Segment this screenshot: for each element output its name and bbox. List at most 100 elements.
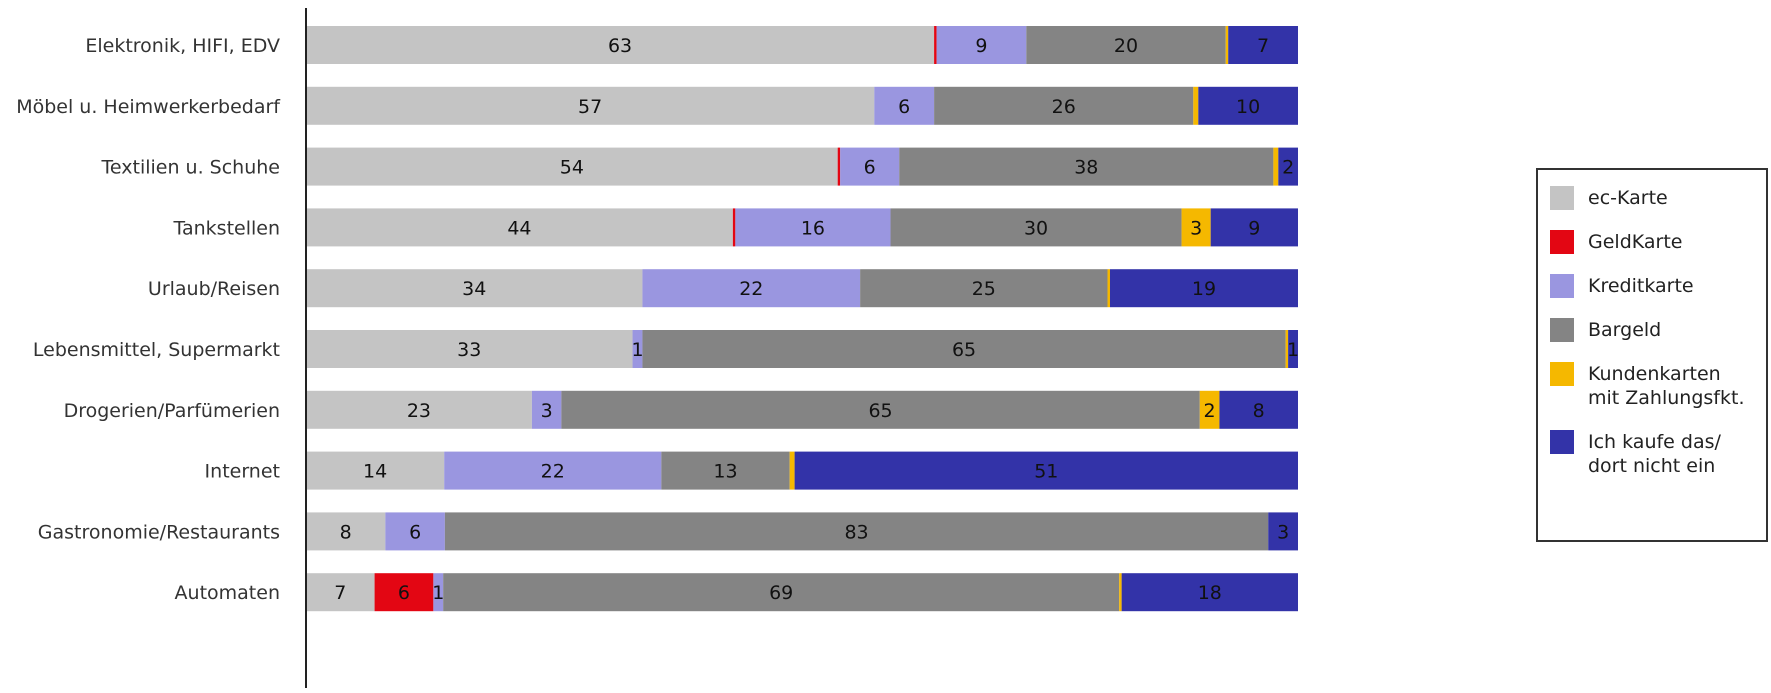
data-label: 63 — [608, 35, 632, 57]
data-label: 65 — [868, 400, 892, 422]
legend-item: Kundenkarten mit Zahlungsfkt. — [1550, 362, 1744, 410]
bar-segment — [1273, 147, 1279, 186]
data-label: 19 — [1192, 278, 1216, 300]
category-label: Internet — [205, 461, 280, 483]
data-label: 83 — [844, 521, 868, 543]
bar-segment — [443, 573, 1120, 612]
legend-swatch-icon — [1550, 274, 1574, 298]
data-label: 3 — [1190, 217, 1202, 239]
legend-label-line: mit Zahlungsfkt. — [1588, 387, 1745, 409]
data-label: 57 — [578, 96, 602, 118]
data-label: 69 — [769, 582, 793, 604]
bar-segment — [874, 86, 935, 125]
data-label: 6 — [398, 582, 410, 604]
bar-segment — [306, 269, 643, 308]
legend-label-line: ec-Karte — [1588, 187, 1668, 209]
data-label: 8 — [1253, 400, 1265, 422]
bar-segment — [642, 269, 861, 308]
legend-swatch-icon — [1550, 186, 1574, 210]
legend-swatch-icon — [1550, 430, 1574, 454]
data-label: 3 — [1277, 521, 1289, 543]
data-label: 10 — [1236, 96, 1260, 118]
data-label: 2 — [1282, 157, 1294, 179]
bar-segment — [936, 26, 1027, 64]
data-label: 23 — [407, 400, 431, 422]
bar-segment — [632, 330, 643, 368]
bar-segment — [561, 390, 1200, 429]
data-label: 30 — [1024, 217, 1048, 239]
bar-segment — [1107, 269, 1111, 308]
category-label: Drogerien/Parfümerien — [64, 400, 280, 422]
bar-segment — [934, 26, 937, 64]
bar-segment — [661, 451, 790, 490]
bar-segment — [789, 451, 795, 490]
legend-label-line: Kundenkarten — [1588, 363, 1721, 385]
legend-label-line: GeldKarte — [1588, 231, 1683, 253]
bar-segment — [1181, 208, 1211, 247]
data-label: 6 — [409, 521, 421, 543]
bar-segment — [306, 208, 733, 247]
bar-segment — [433, 573, 444, 612]
category-label: Textilien u. Schuhe — [101, 157, 280, 179]
legend-label: Ich kaufe das/dort nicht ein — [1588, 430, 1721, 478]
bar-segment — [1268, 512, 1298, 551]
data-label: 3 — [541, 400, 553, 422]
legend-label-line: Ich kaufe das/ — [1588, 431, 1721, 453]
data-label: 16 — [801, 217, 825, 239]
data-label: 13 — [713, 461, 737, 483]
data-label: 6 — [864, 157, 876, 179]
data-label: 34 — [462, 278, 486, 300]
legend-label-line: Kreditkarte — [1588, 275, 1694, 297]
category-label: Urlaub/Reisen — [148, 278, 280, 300]
bar-segment — [732, 208, 736, 247]
bar-segment — [1278, 147, 1298, 186]
data-label: 22 — [739, 278, 763, 300]
data-label: 8 — [340, 521, 352, 543]
category-labels: Elektronik, HIFI, EDV Möbel u. Heimwerker… — [16, 35, 281, 604]
data-label: 6 — [898, 96, 910, 118]
legend-item: Kreditkarte — [1550, 274, 1694, 298]
category-label: Gastronomie/Restaurants — [38, 521, 280, 543]
data-label: 1 — [1287, 339, 1299, 361]
data-label: 1 — [432, 582, 444, 604]
bar-segment — [1225, 26, 1229, 64]
bar-segment — [531, 390, 562, 429]
legend-item: Bargeld — [1550, 318, 1661, 342]
bar-segment — [1121, 573, 1298, 612]
bar-segment — [794, 451, 1298, 490]
data-label: 25 — [972, 278, 996, 300]
bar-segment — [1288, 330, 1298, 368]
bar-segment — [444, 451, 662, 490]
bar-segment — [1119, 573, 1122, 612]
legend-label: GeldKarte — [1588, 230, 1682, 254]
bar-segment — [306, 390, 532, 429]
bar-segment — [306, 86, 875, 125]
data-label: 9 — [975, 35, 987, 57]
bar-segment — [642, 330, 1286, 368]
bar-segment — [934, 86, 1194, 125]
bar-segment — [1210, 208, 1298, 247]
bar-segment — [444, 512, 1269, 551]
legend-item: ec-Karte — [1550, 186, 1668, 210]
data-label: 20 — [1114, 35, 1138, 57]
data-label: 22 — [541, 461, 565, 483]
bar-segment — [735, 208, 891, 247]
bar-segment — [306, 147, 838, 186]
bar-segment — [1198, 86, 1298, 125]
category-label: Lebensmittel, Supermarkt — [33, 339, 280, 361]
legend-item: GeldKarte — [1550, 230, 1682, 254]
bar-segment — [385, 512, 445, 551]
legend-label: Bargeld — [1588, 318, 1661, 342]
legend-label-line: dort nicht ein — [1588, 455, 1716, 477]
bar-segment — [1109, 269, 1298, 308]
category-label: Tankstellen — [173, 217, 280, 239]
category-label: Automaten — [175, 582, 280, 604]
bar-segment — [1285, 330, 1289, 368]
data-label: 44 — [507, 217, 531, 239]
bar-segment — [306, 512, 386, 551]
data-label: 9 — [1248, 217, 1260, 239]
bar-segment — [1193, 86, 1199, 125]
